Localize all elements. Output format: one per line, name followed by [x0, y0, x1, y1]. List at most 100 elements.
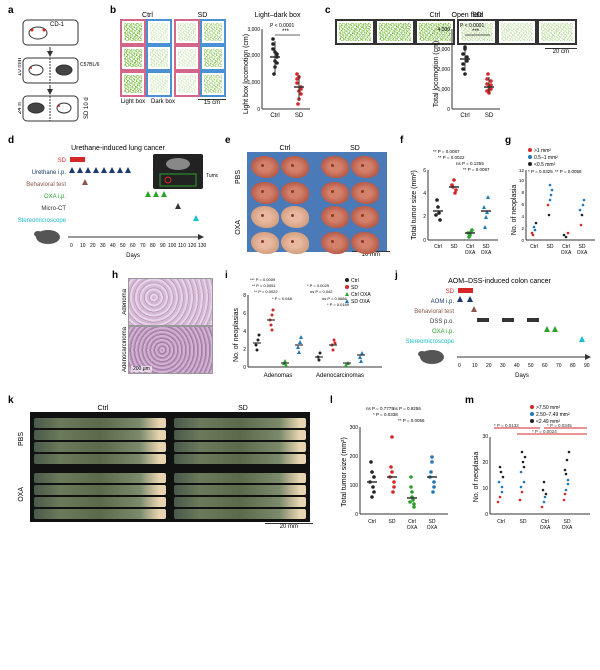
b-ylabel: Light box locomotion (cm) [243, 34, 250, 114]
panel-i-label: i [225, 270, 228, 281]
panel-f-chart: Total tumor size (mm²) 0 2 4 6 ** P = 0.008… [408, 145, 503, 262]
svg-text:6: 6 [243, 311, 246, 317]
svg-text:0: 0 [423, 238, 426, 244]
svg-text:ns P = 0.0686: ns P = 0.0686 [322, 296, 348, 301]
svg-text:* P = 0.0325: * P = 0.0325 [528, 169, 553, 174]
svg-text:0: 0 [257, 107, 260, 113]
svg-text:30: 30 [100, 243, 106, 249]
svg-text:Behavioral test: Behavioral test [26, 182, 66, 188]
svg-text:** P = 0.0087: ** P = 0.0087 [433, 149, 460, 154]
svg-text:AOM i.p.: AOM i.p. [431, 299, 455, 305]
svg-text:>7.50 mm²: >7.50 mm² [536, 405, 560, 411]
svg-text:* P = 0.0025: * P = 0.0025 [307, 283, 330, 288]
svg-text:80: 80 [150, 243, 156, 249]
svg-text:SD: SD [547, 244, 554, 250]
panel-j-label: j [395, 270, 398, 281]
panel-a-label: a [8, 5, 14, 16]
svg-text:10: 10 [519, 178, 525, 183]
svg-text:OXA: OXA [561, 250, 572, 256]
svg-text:20: 20 [482, 460, 488, 466]
svg-text:10: 10 [80, 243, 86, 249]
svg-text:4: 4 [521, 214, 524, 219]
svg-text:0: 0 [458, 363, 461, 369]
panel-l-chart: Total tumor size (mm²) 0100200300 ns P =… [338, 402, 453, 539]
c57-label: C57BL/6 [80, 62, 100, 68]
svg-text:Adenomas: Adenomas [264, 373, 293, 379]
svg-text:12: 12 [519, 168, 525, 173]
svg-text:70: 70 [140, 243, 146, 249]
svg-text:SD: SD [446, 289, 455, 295]
svg-text:SD: SD [58, 158, 67, 164]
panel-l-label: l [330, 395, 333, 406]
svg-text:No. of neoplasia: No. of neoplasia [473, 452, 480, 503]
svg-text:2.50–7.49 mm²: 2.50–7.49 mm² [536, 412, 570, 418]
svg-text:Days: Days [126, 253, 140, 259]
svg-text:SD: SD [520, 519, 527, 525]
svg-text:Days: Days [515, 373, 529, 379]
svg-text:2: 2 [243, 347, 246, 353]
svg-text:Adenocarcinomas: Adenocarcinomas [316, 373, 364, 379]
svg-text:100: 100 [168, 243, 177, 249]
panel-d-label: d [8, 135, 14, 146]
svg-text:OXA: OXA [577, 250, 588, 256]
panel-c-label: c [325, 5, 331, 16]
svg-text:3,000: 3,000 [247, 27, 260, 33]
svg-text:** P = 0.0056: ** P = 0.0056 [398, 418, 425, 423]
svg-text:** P = 0.0022: ** P = 0.0022 [438, 155, 465, 160]
svg-text:30: 30 [482, 434, 488, 440]
svg-text:Ctrl: Ctrl [270, 113, 279, 119]
svg-text:* P = 0.048: * P = 0.048 [272, 296, 293, 301]
svg-text:40: 40 [514, 363, 520, 369]
svg-text:OXA: OXA [562, 525, 573, 531]
svg-text:ns P = 0.042: ns P = 0.042 [310, 289, 333, 294]
svg-text:* P = 0.0338: * P = 0.0338 [373, 412, 398, 417]
twentyfour-h: 24 h [18, 102, 23, 114]
ten-min: 10 min [18, 58, 23, 76]
svg-text:6: 6 [423, 168, 426, 174]
svg-text:3,000: 3,000 [437, 47, 450, 53]
panel-b-tracks: CtrlSD Light boxDark box15 cm [120, 12, 230, 106]
svg-text:100: 100 [350, 483, 359, 489]
svg-text:Ctrl: Ctrl [497, 519, 505, 525]
svg-text:* P = 0.0024: * P = 0.0024 [532, 429, 557, 434]
panel-i-chart: No. of neoplasias 02468 Ctrl SD Ctrl OXA… [232, 275, 387, 387]
svg-text:>1 mm²: >1 mm² [534, 148, 551, 154]
svg-text:SD: SD [451, 244, 458, 250]
svg-text:Stereomicroscope: Stereomicroscope [18, 218, 67, 224]
panel-k-colons: CtrlSD PBS OXA 20 mm [18, 405, 313, 530]
svg-text:Total tumor size (mm²): Total tumor size (mm²) [411, 170, 418, 240]
svg-text:50: 50 [528, 363, 534, 369]
svg-text:2: 2 [423, 214, 426, 220]
svg-text:200: 200 [350, 454, 359, 460]
panel-c-chart: Open field Total locomotion (cm) 01,0002… [430, 12, 505, 126]
svg-text:60: 60 [130, 243, 136, 249]
svg-text:SD: SD [485, 113, 494, 119]
svg-text:SD: SD [295, 113, 304, 119]
svg-text:Ctrl: Ctrl [434, 244, 442, 250]
panel-d-timeline: Urethane-induced lung cancer SD Urethane… [18, 145, 218, 264]
svg-text:SD: SD [351, 285, 358, 291]
svg-text:4,000: 4,000 [437, 27, 450, 33]
svg-text:OXA: OXA [481, 250, 492, 256]
panel-b-label: b [110, 5, 116, 16]
svg-text:4: 4 [423, 191, 426, 197]
svg-text:70: 70 [556, 363, 562, 369]
svg-text:Ctrl: Ctrl [351, 278, 359, 284]
panel-e-lungs: CtrlSD PBS OXA 10 mm [235, 145, 390, 258]
svg-text:10: 10 [482, 486, 488, 492]
svg-text:** P = 0.0051: ** P = 0.0051 [252, 283, 276, 288]
panel-e-label: e [225, 135, 231, 146]
svg-text:OXA i.p.: OXA i.p. [44, 194, 66, 200]
svg-text:* P = 0.0169: * P = 0.0169 [327, 302, 350, 307]
svg-text:***: *** [282, 29, 290, 35]
svg-text:60: 60 [542, 363, 548, 369]
svg-text:0: 0 [70, 243, 73, 249]
svg-text:OXA i.p.: OXA i.p. [432, 329, 454, 335]
panel-f-label: f [400, 135, 403, 146]
svg-text:SD: SD [389, 519, 396, 525]
svg-text:Ctrl OXA: Ctrl OXA [351, 292, 371, 298]
svg-text:<0.5 mm²: <0.5 mm² [534, 162, 556, 168]
svg-text:Total tumor size (mm²): Total tumor size (mm²) [341, 437, 348, 507]
svg-text:** P = 0.0058: ** P = 0.0058 [555, 169, 582, 174]
svg-text:2,000: 2,000 [437, 67, 450, 73]
